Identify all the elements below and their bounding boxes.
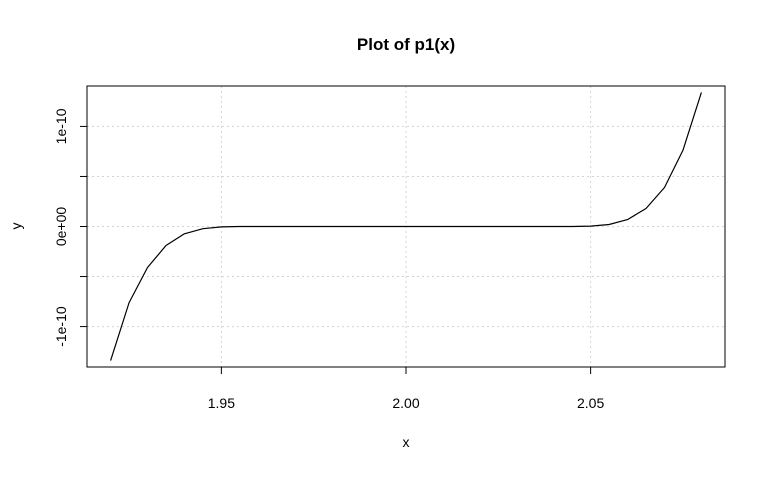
chart-title: Plot of p1(x)	[357, 35, 455, 54]
x-axis: 1.95 2.00 2.05	[208, 367, 604, 411]
y-tick-label: 0e+00	[53, 207, 69, 247]
y-axis: -1e-10 0e+00 1e-10	[53, 108, 87, 347]
y-tick-label: -1e-10	[53, 306, 69, 347]
x-axis-label: x	[403, 434, 410, 450]
x-tick-label: 1.95	[208, 395, 235, 411]
y-tick-label: 1e-10	[53, 108, 69, 144]
y-axis-label: y	[8, 223, 24, 230]
x-tick-label: 2.05	[577, 395, 604, 411]
series-line	[110, 92, 702, 361]
x-tick-label: 2.00	[392, 395, 419, 411]
series-group	[110, 92, 702, 361]
